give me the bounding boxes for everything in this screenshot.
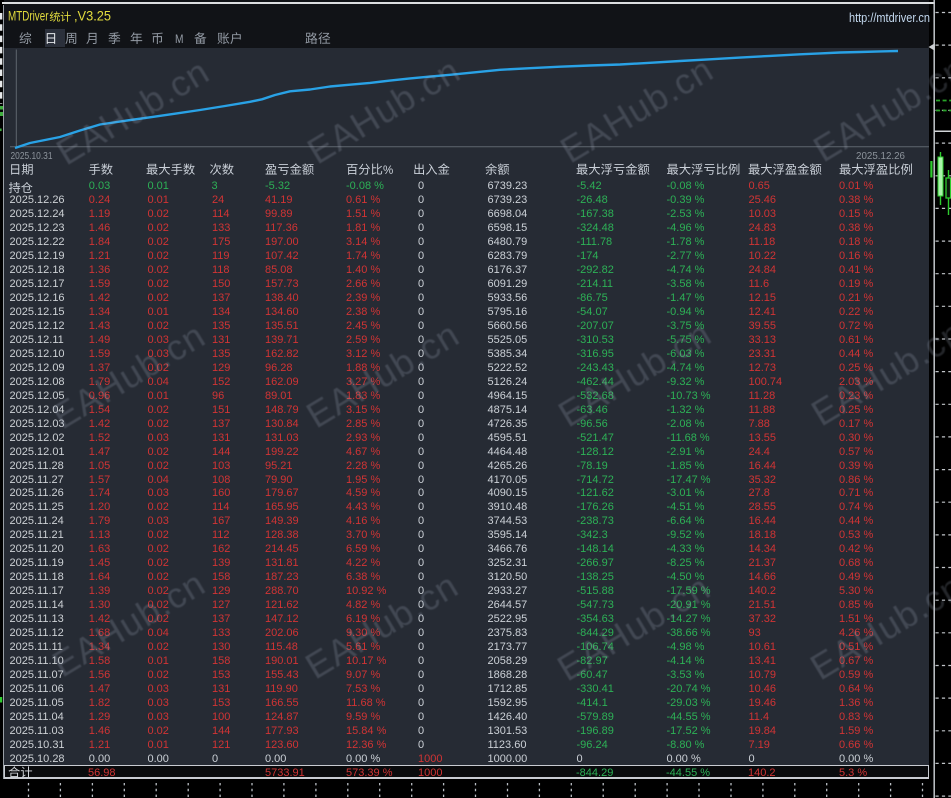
- svg-text:http://mtdriver.cn: http://mtdriver.cn: [849, 11, 930, 25]
- svg-text:,V3.25: ,V3.25: [74, 8, 111, 23]
- svg-text:2025.12.26: 2025.12.26: [856, 150, 905, 162]
- svg-text:%: %: [383, 165, 393, 177]
- svg-text:MTDriver: MTDriver: [8, 8, 49, 23]
- svg-text:2025.10.31: 2025.10.31: [11, 150, 53, 162]
- svg-text:M: M: [175, 34, 184, 46]
